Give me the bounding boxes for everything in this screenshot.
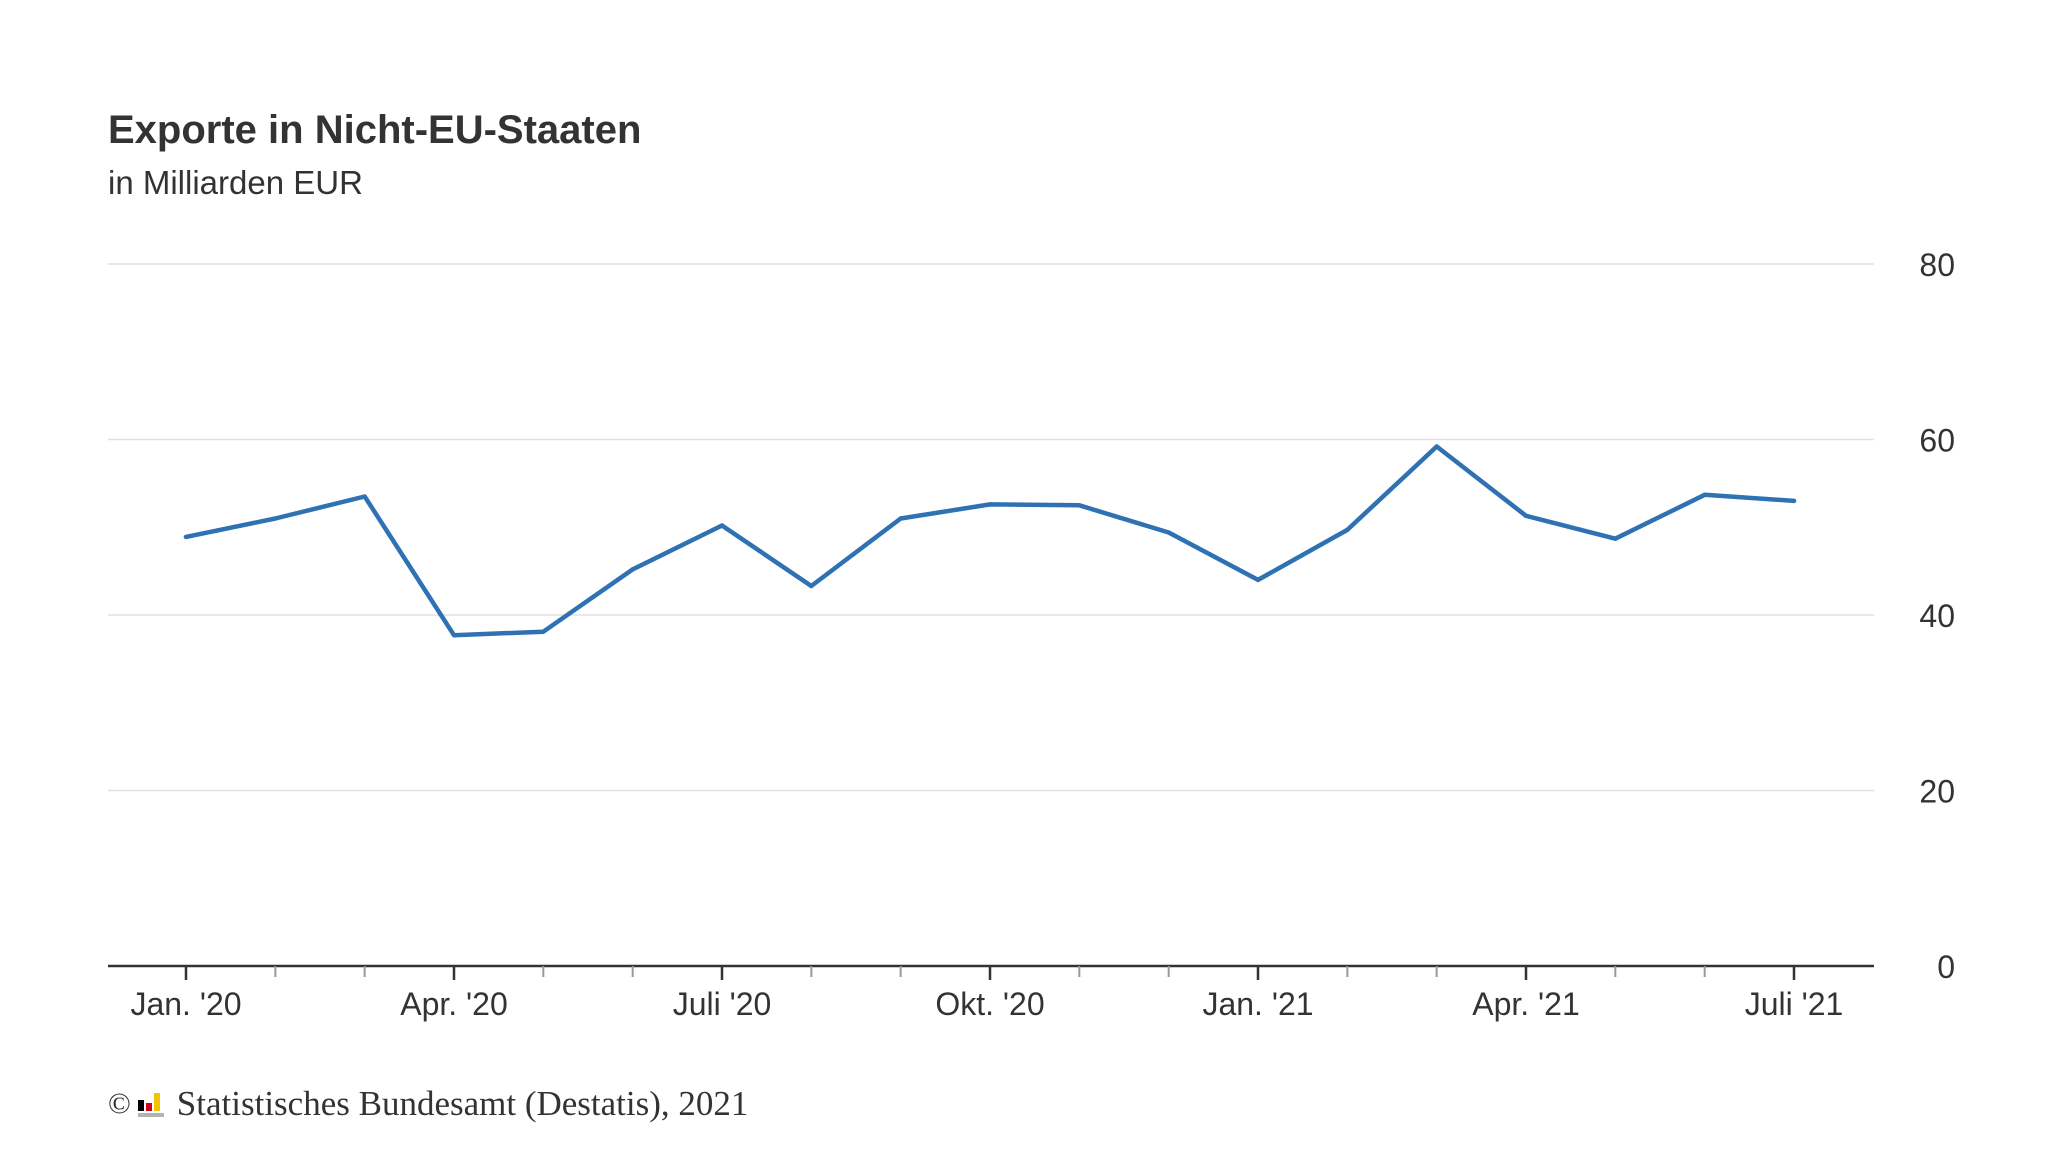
data-point bbox=[362, 494, 367, 499]
x-tick-label: Juli '20 bbox=[673, 986, 772, 1022]
data-point bbox=[1255, 577, 1261, 583]
y-tick-label: 20 bbox=[1919, 774, 1955, 810]
source-text: Statistisches Bundesamt (Destatis), 2021 bbox=[176, 1084, 749, 1123]
copyright-symbol: © bbox=[108, 1087, 131, 1120]
x-tick-label: Apr. '21 bbox=[1472, 986, 1580, 1022]
data-point bbox=[809, 583, 814, 589]
data-point bbox=[1702, 492, 1707, 497]
data-point bbox=[451, 632, 457, 638]
data-point bbox=[1523, 513, 1529, 519]
series-layer bbox=[183, 444, 1797, 638]
chart-subtitle: in Milliarden EUR bbox=[108, 164, 363, 201]
x-tick-label: Jan. '21 bbox=[1202, 986, 1313, 1022]
series-line bbox=[183, 444, 1797, 638]
data-point bbox=[1613, 536, 1618, 541]
data-point bbox=[541, 629, 546, 634]
x-tick-label: Okt. '20 bbox=[935, 986, 1044, 1022]
data-point bbox=[719, 523, 725, 528]
data-point bbox=[987, 502, 993, 507]
data-point bbox=[273, 516, 278, 521]
chart-title: Exporte in Nicht-EU-Staaten bbox=[108, 108, 642, 152]
destatis-logo-icon bbox=[137, 1090, 167, 1118]
y-axis-labels: 0 20 40 60 80 bbox=[1919, 247, 1955, 985]
y-tick-label: 80 bbox=[1919, 247, 1955, 283]
data-point bbox=[898, 516, 903, 521]
x-axis bbox=[108, 964, 1874, 980]
data-point bbox=[183, 534, 189, 540]
data-point bbox=[630, 567, 635, 572]
data-point bbox=[1791, 498, 1797, 504]
y-tick-label: 40 bbox=[1919, 598, 1955, 634]
data-point bbox=[1434, 444, 1439, 449]
x-tick-label: Jan. '20 bbox=[130, 986, 241, 1022]
x-axis-labels: Jan. '20 Apr. '20 Juli '20 Okt. '20 Jan. '21… bbox=[130, 986, 1843, 1022]
source-credit: © Statistisches Bundesamt (Destatis), 20… bbox=[108, 1084, 748, 1124]
data-point bbox=[1166, 530, 1171, 535]
y-tick-label: 60 bbox=[1919, 423, 1955, 459]
gridlines bbox=[108, 263, 1874, 792]
data-point bbox=[1345, 527, 1350, 533]
y-tick-label: 0 bbox=[1937, 949, 1955, 985]
data-point bbox=[1077, 503, 1082, 508]
x-tick-label: Apr. '20 bbox=[400, 986, 508, 1022]
x-tick-label: Juli '21 bbox=[1745, 986, 1844, 1022]
